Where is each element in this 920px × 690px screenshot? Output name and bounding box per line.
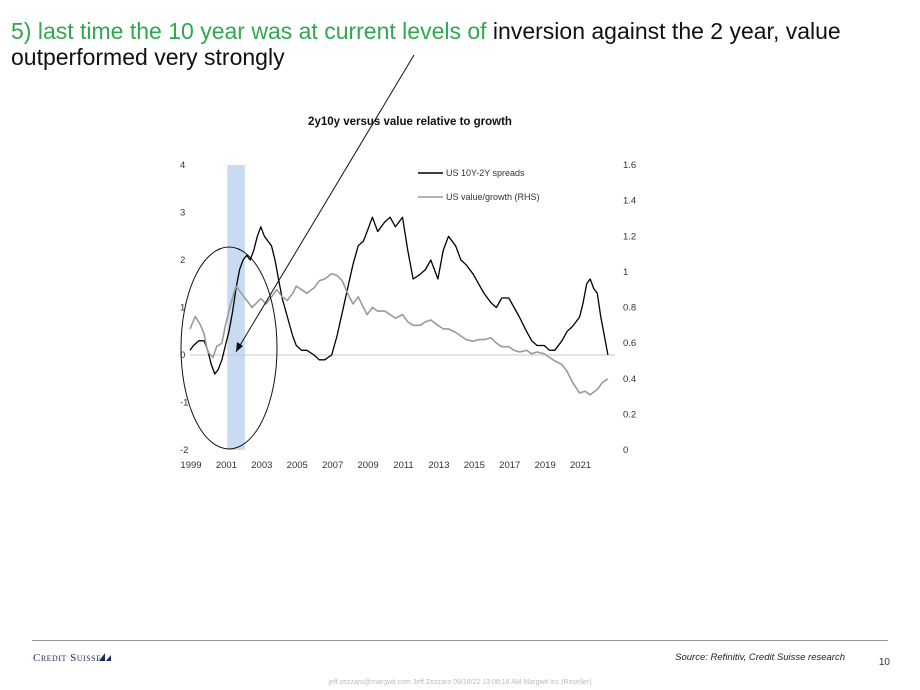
y-left-tick-label: 3 [180,208,185,219]
credit-suisse-logo: Credit Suisse [33,652,102,664]
watermark: jeff.zezzaro@margwit.com Jeff Zezzaro 09… [328,679,592,686]
annotation-arrow-head [236,342,243,352]
x-tick-label: 2009 [358,460,379,471]
y-right-tick-label: 1.4 [623,196,636,207]
slide-title-black: inversion against the 2 year, value outp… [11,18,841,70]
legend-label-value-growth: US value/growth (RHS) [446,192,540,202]
y-right-tick-label: 1.6 [623,160,636,171]
y-right-tick-label: 0.8 [623,303,636,314]
x-tick-label: 2017 [499,460,520,471]
series-line-value-growth [189,272,609,396]
y-left-tick-label: 4 [180,160,185,171]
y-left-tick-label: 0 [180,350,185,361]
series-line-spreads [189,216,609,375]
x-tick-label: 2011 [393,460,413,471]
legend-label-spreads: US 10Y-2Y spreads [446,168,525,178]
y-right-tick-label: 0 [623,445,628,456]
y-right-tick-label: 0.6 [623,338,636,349]
y-left-tick-label: -1 [180,398,188,409]
sails-logo-icon [99,653,111,661]
y-right-tick-label: 1.2 [623,231,636,242]
chart-title: 2y10y versus value relative to growth [308,116,512,128]
x-tick-label: 2015 [464,460,485,471]
annotation-circle [180,246,278,450]
highlight-band [227,165,245,450]
y-right-tick-label: 1 [623,267,628,278]
y-left-tick-label: 1 [180,303,185,314]
x-tick-label: 2021 [570,460,591,471]
page-number: 10 [878,657,890,668]
x-tick-label: 2019 [535,460,556,471]
x-tick-label: 2001 [216,460,237,471]
slide-title-green: 5) last time the 10 year was at current … [11,18,487,44]
source-note: Source: Refinitiv, Credit Suisse researc… [675,652,845,663]
x-tick-label: 2007 [322,460,343,471]
x-tick-label: 2003 [251,460,272,471]
slide-title: 5) last time the 10 year was at current … [11,18,891,70]
x-tick-label: 1999 [180,460,201,471]
annotation-arrow-line [235,54,415,353]
y-right-tick-label: 0.4 [623,374,636,385]
chart-svg: 4 3 2 1 0 -1 -2 1.6 1.4 1.2 1 0.8 0.6 0.4 0.2 0 1999 2001… [180,54,636,471]
x-tick-label: 2005 [287,460,308,471]
y-left-tick-label: -2 [180,445,188,456]
y-right-tick-label: 0.2 [623,409,636,420]
footer-divider [32,640,888,641]
y-left-tick-label: 2 [180,255,185,266]
x-tick-label: 2013 [428,460,449,471]
